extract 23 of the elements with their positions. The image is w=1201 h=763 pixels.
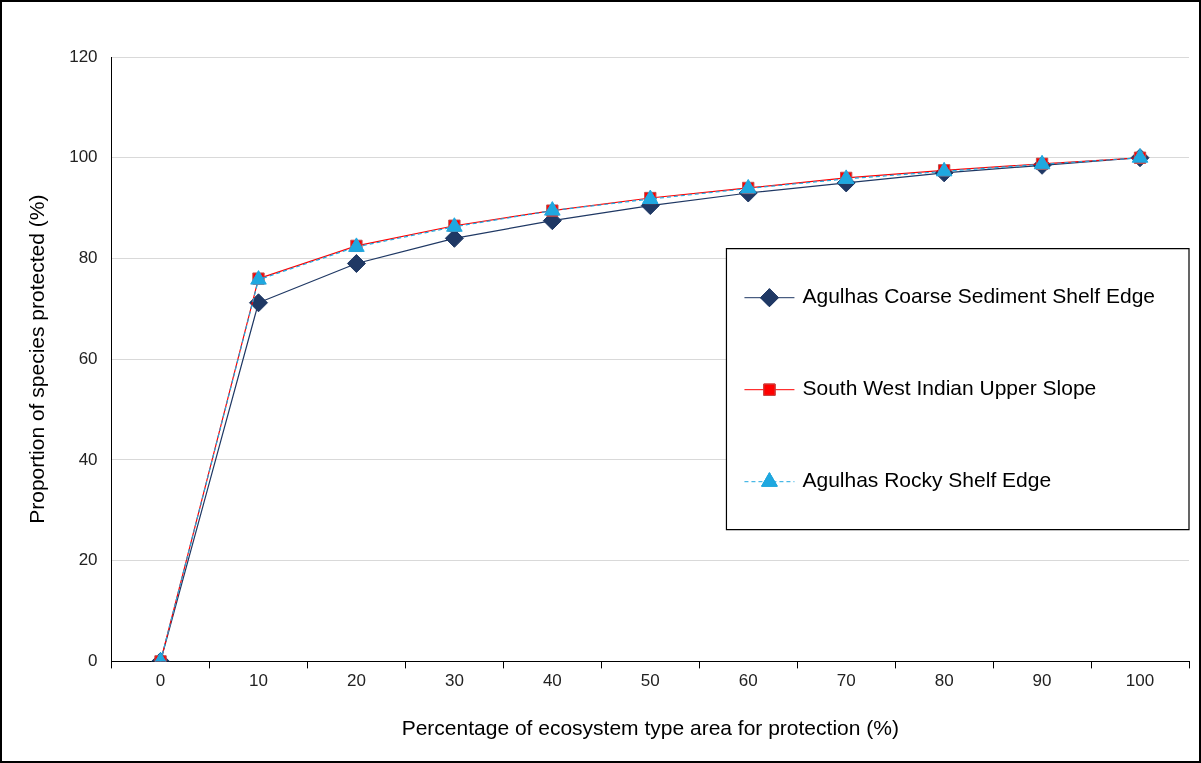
legend-label: South West Indian Upper Slope	[802, 376, 1097, 400]
x-tick-label: 10	[249, 671, 268, 691]
x-tick-label: 40	[542, 671, 562, 691]
x-tick-label: 100	[1125, 671, 1155, 691]
y-tick-label: 20	[78, 550, 98, 570]
y-tick-label: 60	[78, 348, 98, 368]
y-tick-label: 80	[78, 248, 98, 268]
x-tick-label: 50	[640, 671, 660, 691]
y-tick-label: 100	[69, 147, 98, 167]
x-tick-label: 60	[738, 671, 758, 691]
x-tick-label: 0	[155, 671, 166, 691]
x-tick-label: 70	[836, 671, 856, 691]
y-axis-title: Proportion of species protected (%)	[25, 194, 49, 524]
x-tick-label: 80	[934, 671, 954, 691]
y-tick-label: 0	[88, 651, 98, 671]
x-tick-label: 30	[444, 671, 464, 691]
legend-label: Agulhas Rocky Shelf Edge	[802, 468, 1052, 492]
x-tick-label: 90	[1032, 671, 1052, 691]
y-tick-label: 120	[69, 46, 98, 66]
legend-label: Agulhas Coarse Sediment Shelf Edge	[802, 284, 1156, 308]
y-tick-label: 40	[78, 449, 98, 469]
x-tick-label: 20	[346, 671, 366, 691]
x-axis-title: Percentage of ecosystem type area for protection (%)	[401, 716, 899, 740]
